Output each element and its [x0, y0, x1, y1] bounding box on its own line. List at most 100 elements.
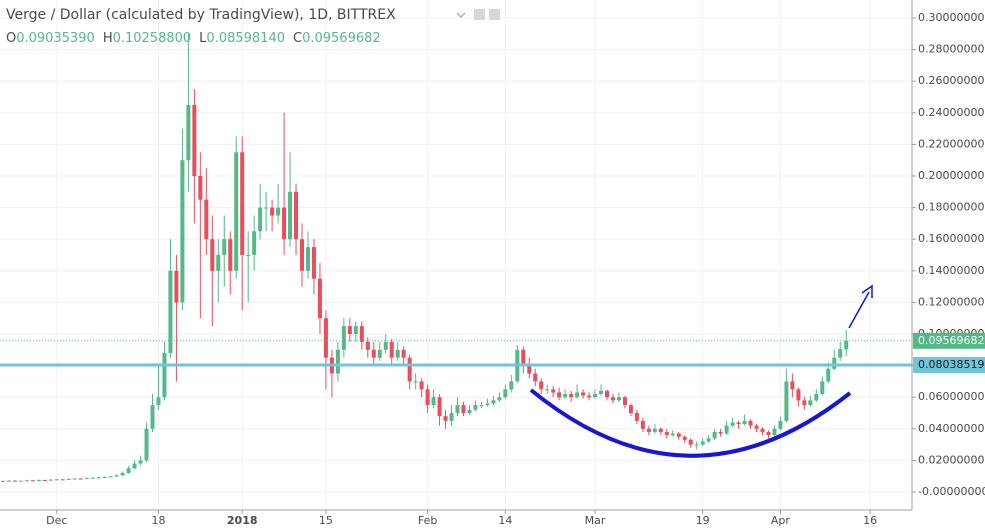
candle-body [150, 405, 155, 429]
candle-body [736, 422, 741, 425]
candle-body [132, 463, 137, 469]
y-tick-label: 0.30000000 [918, 11, 984, 24]
candle-body [186, 104, 191, 161]
ohlc-value: 0.10258800 [113, 31, 192, 46]
candle-body [790, 381, 795, 390]
dropdown-icon [456, 12, 466, 19]
candle-body [628, 405, 633, 413]
candle-body [527, 365, 532, 374]
candle-body [449, 412, 454, 421]
y-tick-label: 0.14000000 [918, 264, 984, 277]
candle-body [652, 428, 657, 432]
candle-body [6, 480, 11, 482]
candle-body [341, 326, 346, 350]
candle-body [443, 416, 448, 421]
candle-body [120, 473, 125, 476]
candle-body [210, 239, 215, 271]
candle-body [30, 480, 35, 482]
candle-body [240, 152, 245, 255]
candle-body [778, 420, 783, 429]
candle-body [814, 394, 819, 401]
candle-body [222, 239, 227, 255]
horizontal-line-tag [913, 356, 985, 373]
candle-body [425, 389, 430, 406]
candle-body [664, 431, 669, 436]
candle-body [18, 480, 23, 482]
candle-body [796, 389, 801, 401]
candle-body [323, 318, 328, 358]
candle-body [42, 479, 47, 481]
candle-body [497, 397, 502, 401]
candle-body [66, 478, 71, 480]
candle-body [658, 428, 663, 432]
candle-body [700, 441, 705, 445]
candle-body [317, 278, 322, 319]
x-tick-label: 19 [696, 514, 710, 527]
ohlc-value: 0.09569682 [302, 31, 381, 46]
candle-body [377, 349, 382, 358]
candle-body [437, 397, 442, 417]
settings-icon [489, 9, 500, 20]
candle-body [407, 357, 412, 382]
candle-body [676, 433, 681, 437]
x-tick-label: 2018 [227, 514, 258, 527]
candle-body [557, 392, 562, 398]
candle-body [36, 479, 41, 481]
candle-body [383, 341, 388, 350]
candle-body [72, 478, 77, 480]
x-tick-label: 15 [319, 514, 333, 527]
candle-body [688, 439, 693, 445]
candle-body [84, 478, 89, 480]
ohlc-value: 0.08598140 [206, 31, 285, 46]
x-tick-label: 14 [498, 514, 512, 527]
y-tick-label: 0.16000000 [918, 232, 984, 245]
candle-body [216, 255, 221, 271]
candle-body [252, 231, 257, 255]
candle-body [347, 326, 352, 334]
candle-body [485, 403, 490, 406]
candle-body [479, 405, 484, 407]
candle-body [521, 349, 526, 366]
candle-body [616, 397, 621, 401]
candle-body [234, 152, 239, 271]
candle-body [389, 341, 394, 358]
horizontal-line-label: 0.08038519 [918, 358, 984, 371]
candle-body [826, 368, 831, 382]
candle-body [270, 207, 275, 216]
candle-body [311, 247, 316, 279]
candle-body [599, 390, 604, 395]
x-tick-label: Mar [585, 514, 606, 527]
arrow-shaft [848, 291, 870, 329]
ohlc-key: L [199, 31, 207, 46]
candle-body [742, 420, 747, 425]
candle-body [401, 349, 406, 358]
y-tick-label: 0.28000000 [918, 43, 984, 56]
y-tick-label: 0.24000000 [918, 106, 984, 119]
candle-body [772, 428, 777, 436]
chart-title: Verge / Dollar (calculated by TradingVie… [6, 7, 396, 23]
candle-body [533, 373, 538, 382]
candle-body [503, 389, 508, 398]
candle-body [587, 395, 592, 398]
candle-body [264, 207, 269, 209]
candle-body [180, 160, 185, 303]
candle-body [670, 433, 675, 436]
x-tick-label: Apr [771, 514, 791, 527]
candle-body [126, 468, 131, 474]
candle-body [646, 428, 651, 432]
candle-body [371, 349, 376, 358]
candle-body [575, 392, 580, 398]
candle-body [622, 397, 627, 406]
candle-body [509, 381, 514, 390]
candle-body [784, 381, 789, 421]
candle-body [108, 476, 113, 478]
ohlc-value: 0.09035390 [16, 31, 95, 46]
candle-body [300, 239, 305, 271]
candle-body [246, 255, 251, 256]
candle-body [78, 478, 83, 480]
candle-body [96, 477, 101, 479]
candle-body [282, 207, 287, 240]
candle-body [114, 475, 119, 477]
candle-body [431, 397, 436, 406]
candle-body [706, 438, 711, 442]
